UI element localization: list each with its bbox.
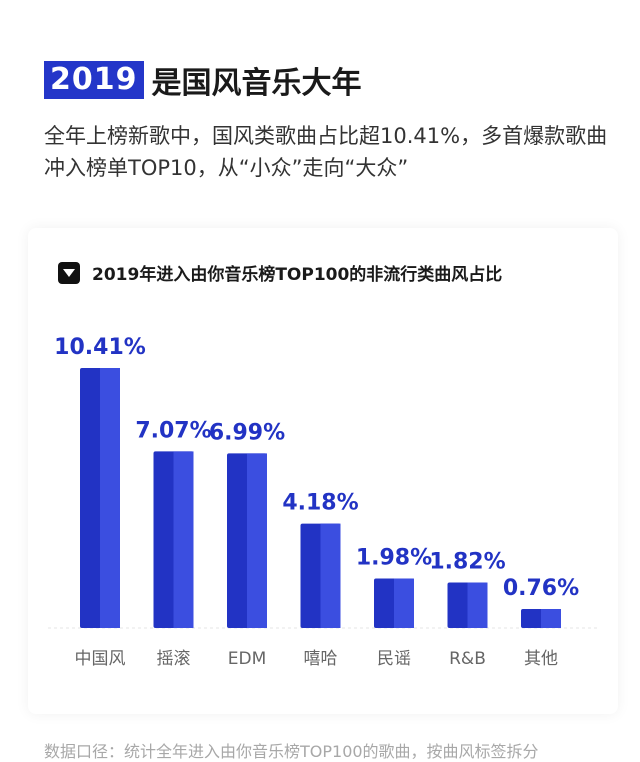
bar-value-label: 1.98% <box>356 546 432 571</box>
bar-group: 1.98% 民谣 <box>356 546 432 669</box>
chart-title: 2019年进入由你音乐榜TOP100的非流行类曲风占比 <box>92 265 503 285</box>
bar-highlight <box>394 578 414 628</box>
bar-value-label: 6.99% <box>209 420 285 445</box>
bar-group: 0.76% 其他 <box>503 576 579 669</box>
bar-highlight <box>173 451 194 628</box>
bar-group: 6.99% EDM <box>209 420 285 669</box>
category-label: 嘻哈 <box>304 649 338 669</box>
bar-value-label: 7.07% <box>135 418 211 443</box>
category-label: 摇滚 <box>157 649 191 669</box>
category-label: R&B <box>449 649 486 669</box>
page-title: 是国风音乐大年 <box>151 66 362 101</box>
bar-value-label: 4.18% <box>282 491 358 516</box>
dropdown-triangle-icon <box>58 261 80 284</box>
bar-value-label: 10.41% <box>54 335 146 360</box>
bar-highlight <box>467 582 488 628</box>
bar-group: 1.82% R&B <box>429 550 505 669</box>
chart-card: 2019年进入由你音乐榜TOP100的非流行类曲风占比 10.41% 中国风 7.0… <box>28 228 618 714</box>
header: 2019 是国风音乐大年 <box>44 58 362 102</box>
bar-highlight <box>100 368 120 628</box>
category-label: 其他 <box>524 649 558 669</box>
category-label: EDM <box>228 649 267 669</box>
category-label: 中国风 <box>75 649 126 669</box>
intro-text: 全年上榜新歌中，国风类歌曲占比超10.41%，多首爆款歌曲冲入榜单TOP10，从… <box>44 124 608 180</box>
bar-group: 7.07% 摇滚 <box>135 418 211 669</box>
bar-highlight <box>247 453 267 628</box>
bar-group: 4.18% 嘻哈 <box>282 491 358 669</box>
data-source-note: 数据口径：统计全年进入由你音乐榜TOP100的歌曲，按曲风标签拆分 <box>44 742 539 761</box>
category-label: 民谣 <box>377 649 411 669</box>
bar-group: 10.41% 中国风 <box>54 335 146 669</box>
bar-value-label: 0.76% <box>503 576 579 601</box>
bar-highlight <box>541 609 561 628</box>
chart-header: 2019年进入由你音乐榜TOP100的非流行类曲风占比 <box>58 260 502 285</box>
bar-highlight <box>320 523 341 628</box>
bar-chart: 10.41%中国风7.07%摇滚6.99%EDM4.18%嘻哈1.98%民谣1.… <box>48 335 598 669</box>
year-badge: 2019 <box>44 61 144 99</box>
bar-value-label: 1.82% <box>429 550 505 575</box>
